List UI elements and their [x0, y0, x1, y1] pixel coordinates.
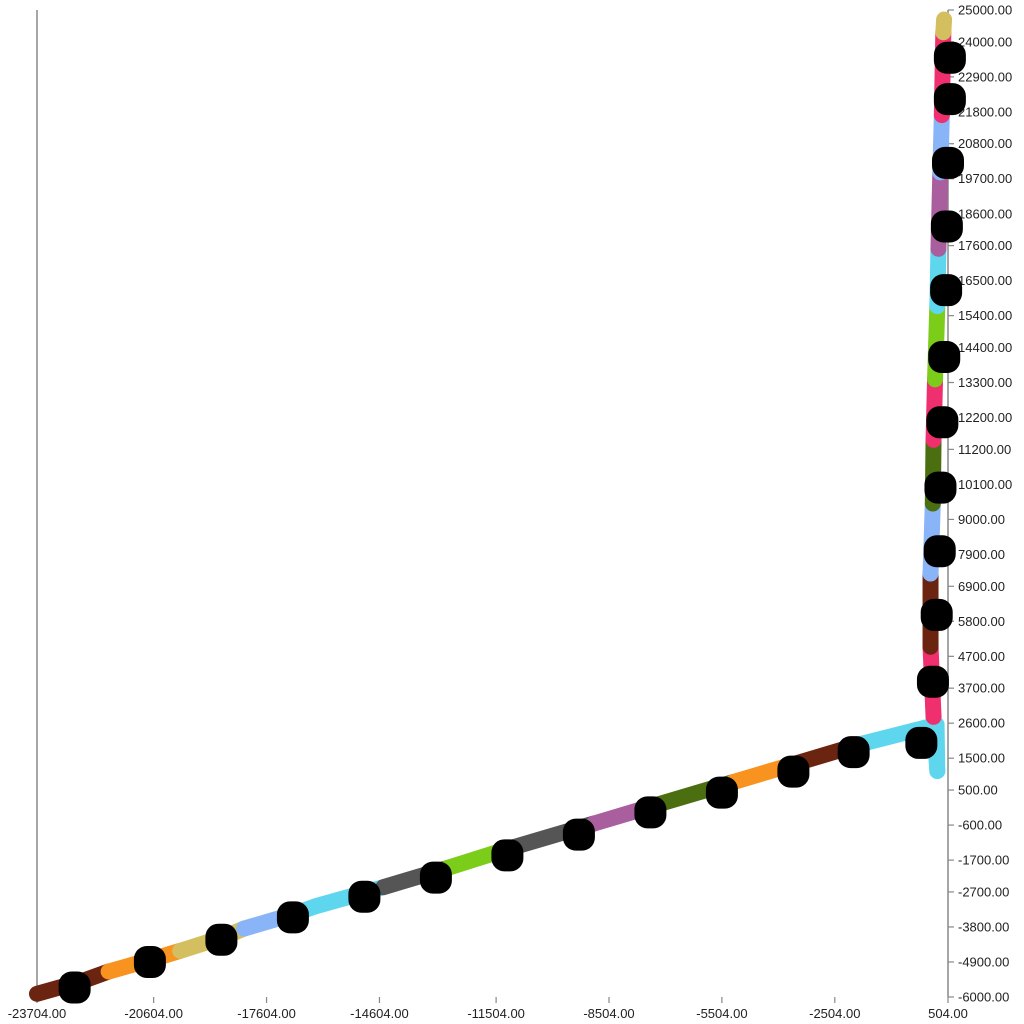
y-tick-label: 7900.00 [958, 547, 1005, 562]
data-point-marker [419, 861, 452, 894]
y-tick-label: 15400.00 [958, 308, 1012, 323]
data-point-marker [705, 776, 738, 809]
data-point-marker [930, 274, 963, 307]
series-segments [29, 11, 953, 1002]
data-point-marker [133, 945, 166, 978]
y-tick-label: 1500.00 [958, 751, 1005, 766]
data-point-marker [348, 880, 381, 913]
y-tick-label: 2600.00 [958, 716, 1005, 731]
data-point-marker [562, 818, 595, 851]
y-tick-label: 4700.00 [958, 649, 1005, 664]
y-tick-label: 500.00 [958, 783, 998, 798]
data-point-marker [923, 535, 956, 568]
x-tick-label: -23704.00 [8, 1006, 67, 1021]
y-axis-ticks: 25000.00 24000.00 22900.00 21800.00 20800.00… [948, 3, 1012, 1005]
x-tick-label: 504.00 [928, 1006, 968, 1021]
data-point-marker [276, 901, 309, 934]
data-point-marker [837, 736, 870, 769]
y-tick-label: 3700.00 [958, 681, 1005, 696]
y-tick-label: 21800.00 [958, 104, 1012, 119]
y-tick-label: -2700.00 [958, 884, 1009, 899]
y-tick-label: -600.00 [958, 818, 1002, 833]
y-tick-label: 14400.00 [958, 340, 1012, 355]
y-tick-label: 20800.00 [958, 136, 1012, 151]
y-tick-label: 22900.00 [958, 69, 1012, 84]
data-point-marker [924, 471, 957, 504]
y-tick-label: -1700.00 [958, 853, 1009, 868]
y-tick-label: 6900.00 [958, 579, 1005, 594]
y-tick-label: 17600.00 [958, 238, 1012, 253]
y-tick-label: 10100.00 [958, 477, 1012, 492]
y-tick-label: 13300.00 [958, 375, 1012, 390]
data-point-marker [928, 341, 961, 374]
data-point-marker [777, 755, 810, 788]
series-markers [58, 41, 966, 1004]
x-tick-label: -5504.00 [696, 1006, 747, 1021]
data-point-marker [930, 210, 963, 243]
y-tick-label: -4900.00 [958, 954, 1009, 969]
data-point-marker [926, 406, 959, 439]
data-point-marker [933, 41, 966, 74]
y-tick-label: 11200.00 [958, 442, 1011, 457]
data-point-marker [905, 726, 938, 759]
x-tick-label: -17604.00 [237, 1006, 296, 1021]
data-point-marker [933, 83, 966, 116]
x-tick-label: -14604.00 [350, 1006, 409, 1021]
x-tick-label: -11504.00 [467, 1006, 525, 1021]
y-tick-label: 18600.00 [958, 206, 1012, 221]
x-tick-label: -20604.00 [124, 1006, 183, 1021]
data-point-marker [205, 923, 238, 956]
y-tick-label: -3800.00 [958, 919, 1009, 934]
y-tick-label: -6000.00 [958, 990, 1009, 1005]
y-tick-label: 16500.00 [958, 273, 1012, 288]
y-tick-label: 19700.00 [958, 171, 1012, 186]
data-point-marker [491, 839, 524, 872]
x-tick-label: -8504.00 [583, 1006, 634, 1021]
y-tick-label: 25000.00 [958, 3, 1012, 18]
y-tick-label: 9000.00 [958, 512, 1005, 527]
data-point-marker [634, 796, 667, 829]
data-point-marker [932, 146, 964, 179]
x-tick-label: -2504.00 [809, 1006, 860, 1021]
path-segment [935, 11, 953, 41]
data-point-marker [916, 665, 949, 698]
data-point-marker [58, 971, 91, 1004]
data-point-marker [920, 598, 953, 631]
x-axis-ticks: -23704.00 -20604.00 -17604.00 -14604.00 -115… [8, 997, 968, 1021]
y-tick-label: 5800.00 [958, 614, 1005, 629]
y-tick-label: 24000.00 [958, 34, 1012, 49]
y-tick-label: 12200.00 [958, 410, 1012, 425]
